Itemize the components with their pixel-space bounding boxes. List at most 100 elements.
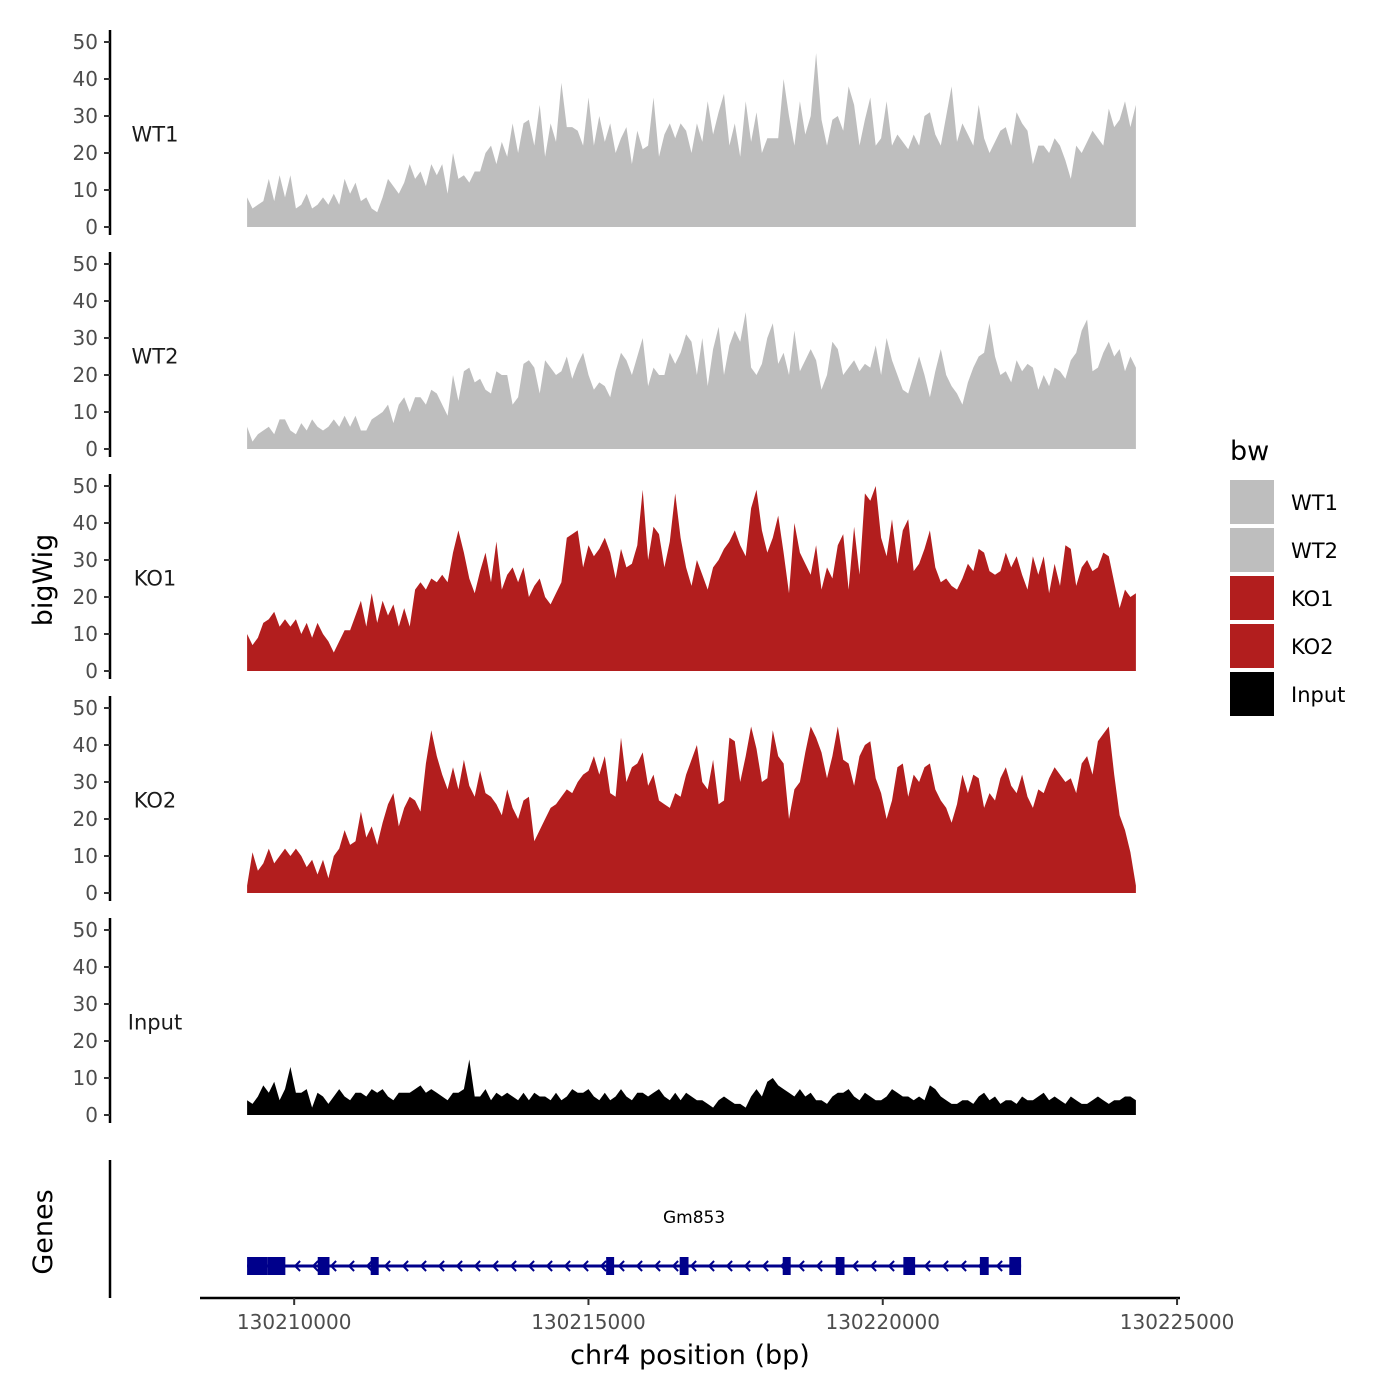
coverage-tracks: 0 10 20 30 40 50 WT1 0 10 20 30 40 50 WT2 0 10 20 30 40 50 K… <box>73 30 1136 1127</box>
exon <box>903 1257 916 1275</box>
legend-item-wt1: WT1 <box>1230 480 1338 524</box>
strand-arrow <box>329 1260 337 1272</box>
y-tick-label: 20 <box>73 807 98 831</box>
strand-arrow <box>959 1260 967 1272</box>
y-tick-label: 50 <box>73 252 98 276</box>
area-input <box>247 1059 1136 1115</box>
strand-arrow <box>617 1260 625 1272</box>
area-wt2 <box>247 312 1136 449</box>
area-wt1 <box>247 53 1136 227</box>
strand-arrow <box>347 1260 355 1272</box>
strand-arrow <box>419 1260 427 1272</box>
strand-arrow <box>437 1260 445 1272</box>
exon <box>247 1257 268 1275</box>
strand-arrow <box>851 1260 859 1272</box>
y-tick-label: 20 <box>73 363 98 387</box>
strand-arrow <box>743 1260 751 1272</box>
legend: bw WT1 WT2 KO1 KO2 Input <box>1230 436 1345 716</box>
strand-arrow <box>527 1260 535 1272</box>
legend-item-ko1: KO1 <box>1230 576 1334 620</box>
y-tick-label: 30 <box>73 548 98 572</box>
strand-arrow <box>509 1260 517 1272</box>
legend-title: bw <box>1230 436 1269 467</box>
y-tick-label: 0 <box>85 1103 98 1127</box>
strand-arrow <box>671 1260 679 1272</box>
strand-arrow <box>815 1260 823 1272</box>
strand-arrow <box>581 1260 589 1272</box>
y-tick-label: 40 <box>73 733 98 757</box>
y-tick-label: 40 <box>73 955 98 979</box>
strand-arrow <box>995 1260 1003 1272</box>
y-tick-label: 20 <box>73 585 98 609</box>
track-ko1: 0 10 20 30 40 50 KO1 <box>73 474 1136 683</box>
legend-item-input: Input <box>1230 672 1345 716</box>
exon <box>317 1257 330 1275</box>
strand-arrow <box>383 1260 391 1272</box>
legend-swatch <box>1230 480 1274 524</box>
strand-arrow <box>545 1260 553 1272</box>
y-tick-label: 40 <box>73 511 98 535</box>
legend-item-wt2: WT2 <box>1230 528 1338 572</box>
strand-arrow <box>599 1260 607 1272</box>
track-label: WT1 <box>132 123 179 147</box>
x-tick-label: 130225000 <box>1120 1310 1235 1334</box>
exon <box>267 1257 286 1275</box>
exon <box>979 1257 989 1275</box>
strand-arrow <box>563 1260 571 1272</box>
legend-swatch <box>1230 672 1274 716</box>
y-tick-label: 0 <box>85 659 98 683</box>
y-tick-label: 30 <box>73 770 98 794</box>
track-input: 0 10 20 30 40 50 Input <box>73 918 1136 1127</box>
x-tick-label: 130210000 <box>237 1310 352 1334</box>
strand-arrow <box>887 1260 895 1272</box>
y-tick-label: 40 <box>73 67 98 91</box>
y-tick-label: 30 <box>73 992 98 1016</box>
area-ko1 <box>247 486 1136 671</box>
strand-arrow <box>797 1260 805 1272</box>
strand-arrow <box>473 1260 481 1272</box>
legend-label: KO2 <box>1291 635 1334 659</box>
exon <box>782 1257 791 1275</box>
strand-arrow <box>869 1260 877 1272</box>
gene-panel: Gm853 <box>108 1160 1022 1298</box>
x-tick-label: 130220000 <box>825 1310 940 1334</box>
exon <box>679 1257 689 1275</box>
x-tick-label: 130215000 <box>531 1310 646 1334</box>
strand-arrow <box>365 1260 373 1272</box>
y-tick-label: 10 <box>73 400 98 424</box>
y-tick-label: 0 <box>85 881 98 905</box>
exon <box>1009 1257 1022 1275</box>
y-tick-label: 10 <box>73 178 98 202</box>
y-tick-label: 10 <box>73 844 98 868</box>
y-tick-label: 30 <box>73 104 98 128</box>
y-tick-label: 50 <box>73 696 98 720</box>
y-tick-label: 0 <box>85 437 98 461</box>
y-tick-label: 50 <box>73 918 98 942</box>
legend-label: WT2 <box>1291 539 1338 563</box>
track-wt1: 0 10 20 30 40 50 WT1 <box>73 30 1136 239</box>
exon <box>370 1257 379 1275</box>
legend-label: WT1 <box>1291 491 1338 515</box>
track-wt2: 0 10 20 30 40 50 WT2 <box>73 252 1136 461</box>
strand-arrow <box>923 1260 931 1272</box>
strand-arrow <box>491 1260 499 1272</box>
y-tick-label: 50 <box>73 30 98 54</box>
strand-arrow <box>311 1260 319 1272</box>
y-tick-label: 10 <box>73 1066 98 1090</box>
y-tick-label: 20 <box>73 141 98 165</box>
legend-swatch <box>1230 528 1274 572</box>
strand-arrow <box>635 1260 643 1272</box>
y-tick-label: 20 <box>73 1029 98 1053</box>
strand-arrow <box>455 1260 463 1272</box>
y-tick-label: 30 <box>73 326 98 350</box>
y-tick-label: 0 <box>85 215 98 239</box>
track-label: WT2 <box>132 345 179 369</box>
strand-arrow <box>689 1260 697 1272</box>
y-axis-title: bigWig <box>28 534 59 627</box>
track-label: KO2 <box>134 789 177 813</box>
strand-arrow <box>401 1260 409 1272</box>
strand-arrow <box>293 1260 301 1272</box>
x-axis-title: chr4 position (bp) <box>570 1340 810 1371</box>
legend-item-ko2: KO2 <box>1230 624 1334 668</box>
area-ko2 <box>247 726 1136 893</box>
